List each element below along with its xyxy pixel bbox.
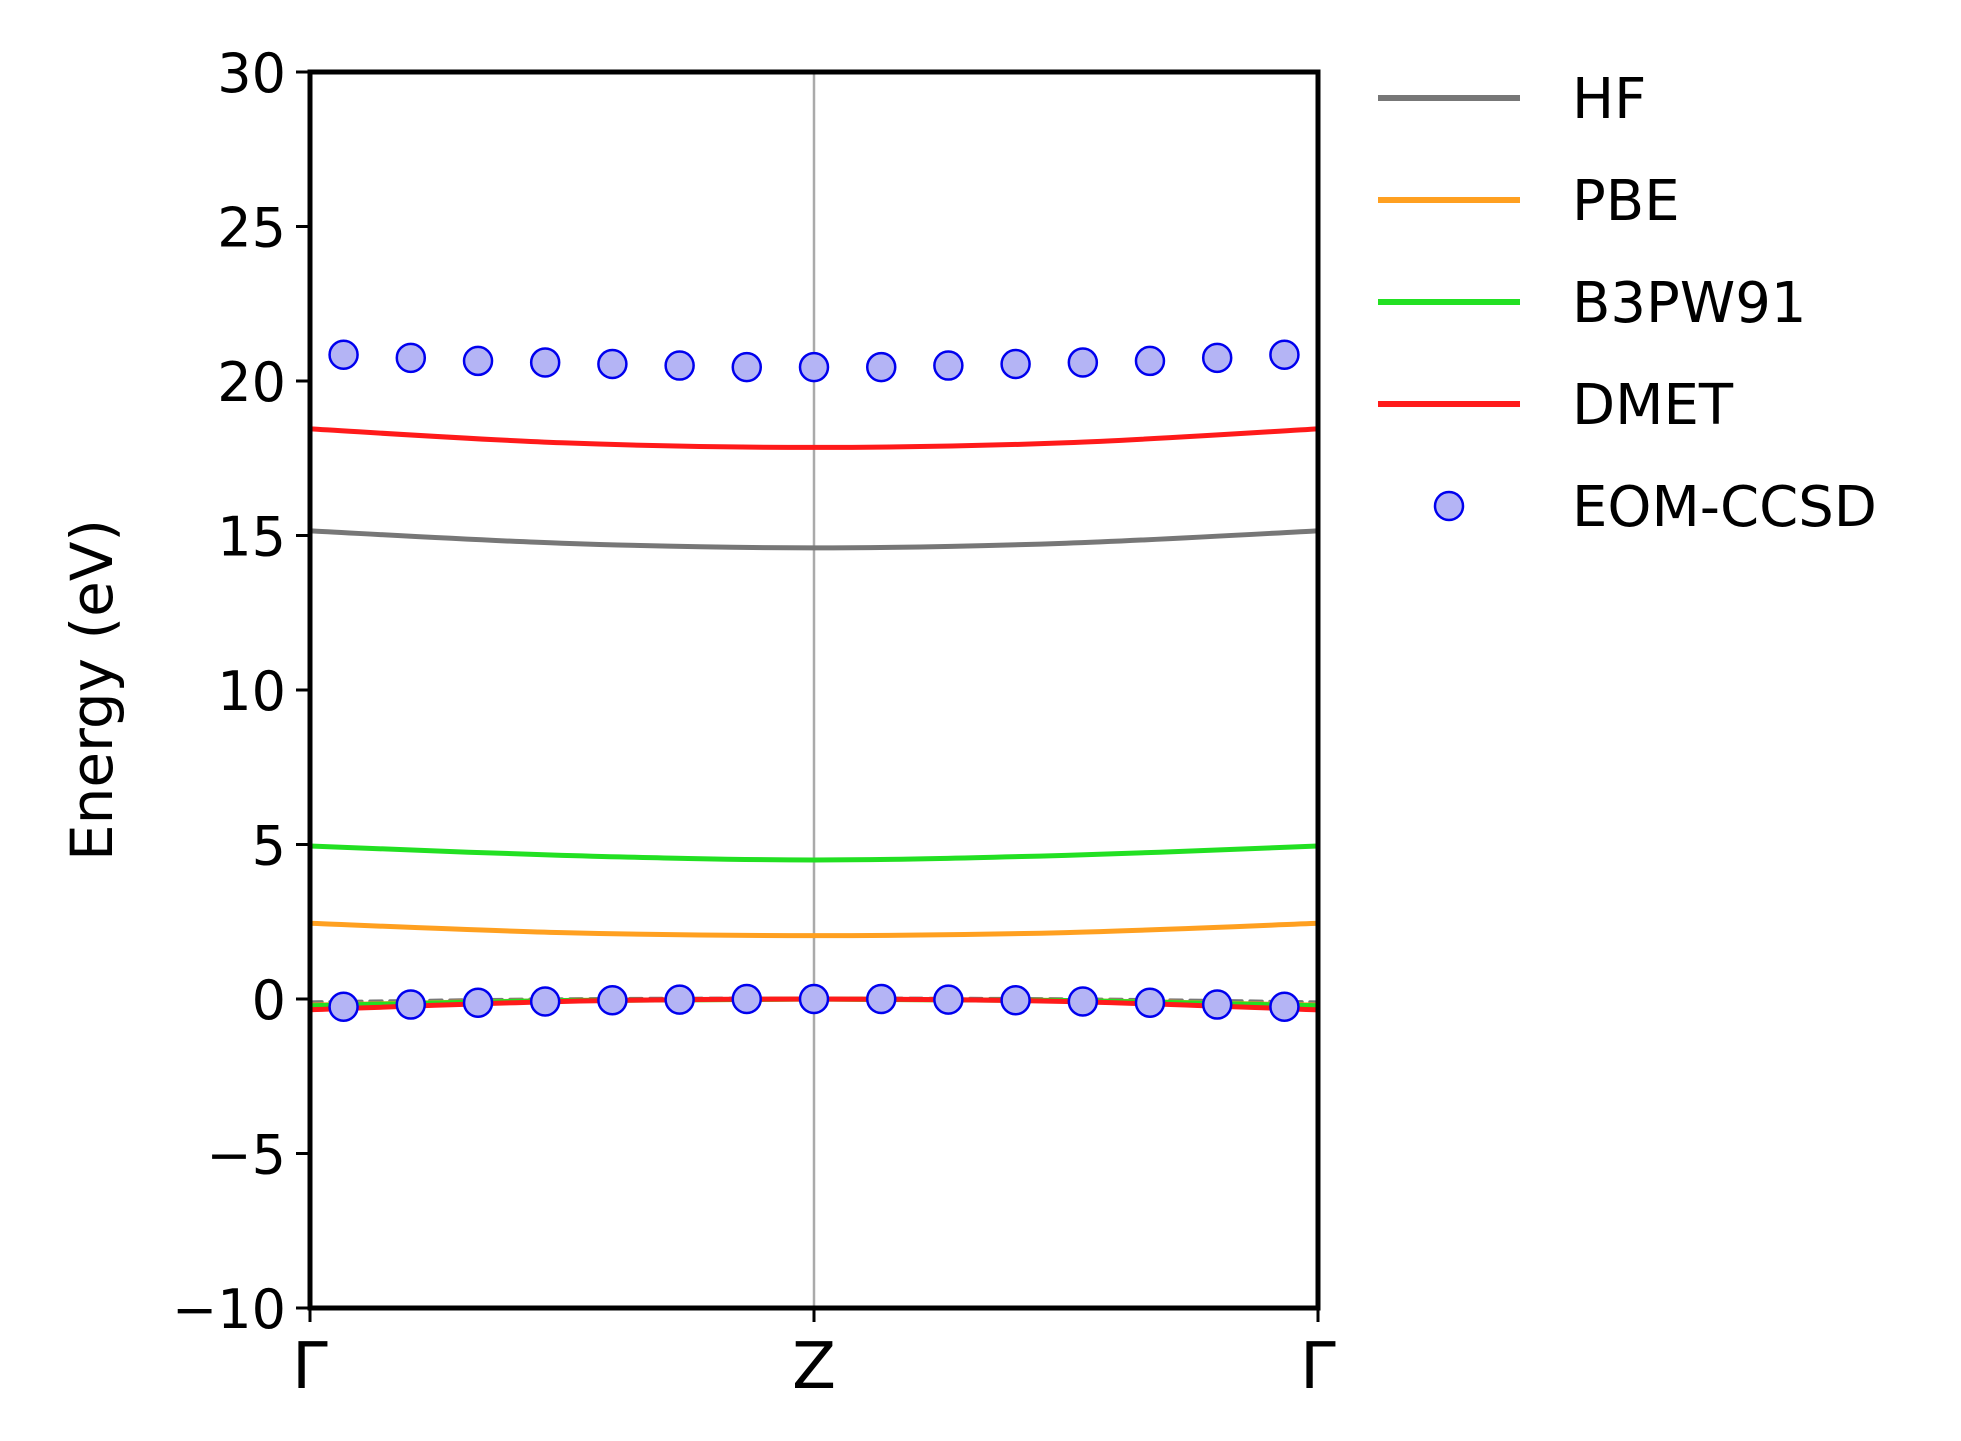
series-eom-ccsd-band-1-point-14 xyxy=(1201,342,1233,374)
series-eom-ccsd-band-1-point-8 xyxy=(798,351,830,383)
y-tick-label-8: 25 xyxy=(217,197,286,260)
series-eom-ccsd-band-2-point-2 xyxy=(395,989,427,1020)
y-tick-label-4: 5 xyxy=(252,815,286,878)
series-eom-ccsd-band-2-point-7 xyxy=(731,983,763,1015)
legend-eom-ccsd-label: EOM-CCSD xyxy=(1572,475,1877,540)
series-eom-ccsd-band-2-point-3 xyxy=(462,987,494,1018)
legend: HF PBE B3PW91 DMET EOM-CCSD xyxy=(1378,67,1877,540)
series-eom-ccsd-band-1-point-3 xyxy=(462,345,494,377)
series-eom-ccsd-band-1-point-6 xyxy=(664,350,695,381)
series-eom-ccsd-band-2-point-15 xyxy=(1269,991,1300,1022)
series-eom-ccsd-band-1-point-12 xyxy=(1067,347,1099,378)
series-eom-ccsd-band-1-point-5 xyxy=(597,348,628,380)
series-eom-ccsd-band-2-point-12 xyxy=(1067,986,1099,1017)
legend-eom-ccsd-marker xyxy=(1433,490,1465,522)
y-tick-label-9: 30 xyxy=(217,42,286,105)
series-eom-ccsd-band-1-point-7 xyxy=(731,351,763,383)
legend-hf-label: HF xyxy=(1572,67,1646,132)
series-eom-ccsd-band-2-point-10 xyxy=(933,984,964,1015)
plot-area xyxy=(310,72,1318,1308)
series-eom-ccsd-band-2-point-1 xyxy=(328,991,359,1022)
series-eom-ccsd-band-1-point-9 xyxy=(865,351,897,383)
series-b3pw91-band-1-line xyxy=(310,843,1318,863)
x-tick-label-3: Γ xyxy=(1300,1330,1336,1404)
y-tick-label-1: −10 xyxy=(172,1278,286,1341)
series-eom-ccsd-band-2-point-13 xyxy=(1134,987,1166,1018)
legend-dmet-label: DMET xyxy=(1572,373,1734,438)
y-tick-label-5: 10 xyxy=(217,660,286,723)
legend-b3pw91-label: B3PW91 xyxy=(1572,271,1806,336)
series-eom-ccsd-band-1-point-1 xyxy=(328,339,359,370)
series-eom-ccsd-band-1-point-13 xyxy=(1134,345,1166,377)
series-eom-ccsd-band-2-point-6 xyxy=(664,984,695,1015)
y-tick-label-7: 20 xyxy=(217,351,286,414)
series-eom-ccsd-band-2-point-14 xyxy=(1201,989,1233,1020)
series-eom-ccsd-band-1-point-15 xyxy=(1269,339,1300,370)
series-eom-ccsd-band-2-point-9 xyxy=(865,983,897,1015)
series-pbe-band-1-line xyxy=(310,920,1318,939)
x-tick-label-1: Γ xyxy=(292,1330,328,1404)
axes: −10 −5 0 5 10 15 20 25 30 Γ Z Γ Energy (eV) xyxy=(58,42,1336,1404)
y-tick-label-6: 15 xyxy=(217,506,286,569)
x-tick-label-2: Z xyxy=(792,1330,836,1404)
y-tick-label-3: 0 xyxy=(252,969,286,1032)
series-hf-band-1-line xyxy=(310,528,1318,551)
series-eom-ccsd-band-2-point-4 xyxy=(529,986,561,1017)
series-dmet-band-1-line xyxy=(310,426,1318,450)
series-eom-ccsd-band-2-point-11 xyxy=(1000,984,1031,1016)
y-axis-label: Energy (eV) xyxy=(58,519,126,861)
series-eom-ccsd-band-1-point-2 xyxy=(395,342,427,374)
series-eom-ccsd-band-2-point-5 xyxy=(597,984,628,1016)
series-eom-ccsd-band-1-point-11 xyxy=(1000,348,1031,380)
legend-pbe-label: PBE xyxy=(1572,169,1680,234)
series-eom-ccsd-band-1-point-4 xyxy=(529,347,561,378)
series-eom-ccsd-band-2-point-8 xyxy=(798,983,830,1015)
series-eom-ccsd-band-1-point-10 xyxy=(933,350,964,381)
y-tick-label-2: −5 xyxy=(206,1124,286,1187)
